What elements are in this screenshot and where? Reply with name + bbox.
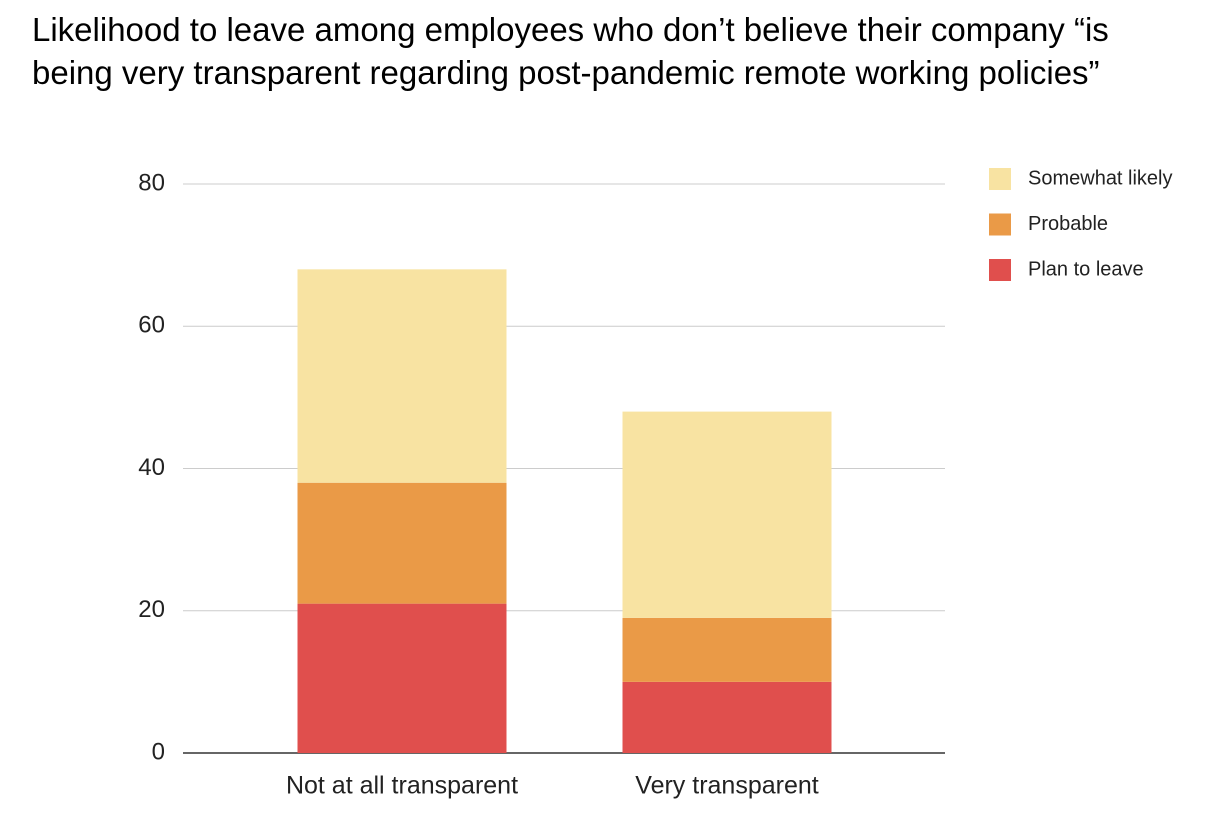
legend-label: Somewhat likely [1028, 167, 1173, 189]
y-tick-label: 80 [138, 169, 165, 196]
bar-segment [297, 482, 507, 604]
legend-swatch [989, 168, 1011, 190]
y-tick-label: 20 [138, 596, 165, 623]
legend-label: Plan to leave [1028, 258, 1144, 280]
bar-segment [622, 681, 832, 753]
bar-segment [622, 411, 832, 618]
chart-title: Likelihood to leave among employees who … [32, 11, 1109, 91]
bar-segment [297, 269, 507, 483]
legend-swatch [989, 259, 1011, 281]
y-tick-label: 0 [152, 738, 165, 765]
x-tick-label: Very transparent [635, 772, 818, 800]
y-tick-label: 60 [138, 312, 165, 339]
legend-swatch [989, 213, 1011, 236]
legend-label: Probable [1028, 213, 1108, 235]
bar-segment [622, 617, 832, 682]
x-tick-label: Not at all transparent [286, 772, 518, 800]
y-tick-label: 40 [138, 454, 165, 481]
bar-segment [297, 603, 507, 753]
